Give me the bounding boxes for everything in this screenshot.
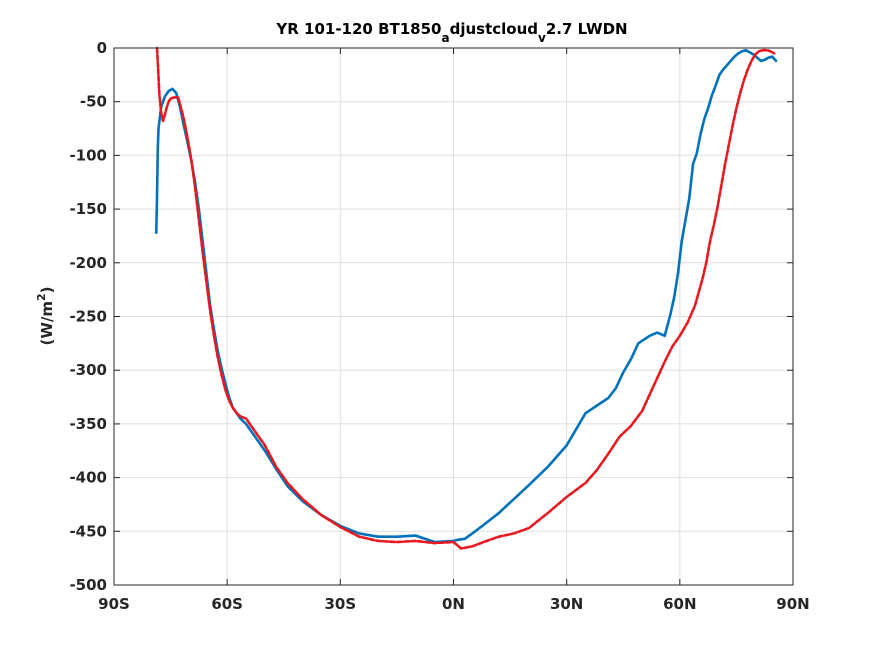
chart-title-suffix: 2.7 LWDN xyxy=(546,20,628,38)
y-axis-label-sup: 2 xyxy=(35,293,48,301)
x-tick-label: 30N xyxy=(550,595,583,613)
chart-title-sub-a: a xyxy=(442,31,450,45)
series-layer xyxy=(154,46,778,550)
y-tick-label: -50 xyxy=(80,93,107,111)
series-line-red xyxy=(155,46,776,550)
chart-title-prefix: YR 101-120 BT1850 xyxy=(275,20,441,38)
x-tick-label: 60S xyxy=(211,595,243,613)
chart-title-mid: djustcloud xyxy=(450,20,538,38)
y-axis-label-close: ) xyxy=(38,286,56,293)
y-tick-label: -400 xyxy=(69,469,107,487)
x-tick-label: 90S xyxy=(98,595,130,613)
plot-area xyxy=(113,46,794,586)
x-tick-label: 30S xyxy=(324,595,356,613)
y-tick-label: 0 xyxy=(97,39,107,57)
chart-title-sub-v: v xyxy=(538,31,546,45)
chart-title: YR 101-120 BT1850adjustcloudv2.7 LWDN xyxy=(275,20,627,45)
x-tick-labels: 90S 60S 30S 0N 30N 60N 90N xyxy=(98,595,810,613)
x-tick-label: 60N xyxy=(663,595,696,613)
y-tick-labels: 0 -50 -100 -150 -200 -250 -300 -350 -400 -450 -500 xyxy=(69,39,107,594)
y-axis-label-main: (W/m xyxy=(38,301,56,346)
y-tick-label: -500 xyxy=(69,576,107,594)
tick-marks xyxy=(113,47,794,586)
x-tick-label: 0N xyxy=(442,595,465,613)
y-tick-label: -150 xyxy=(69,200,107,218)
y-tick-label: -350 xyxy=(69,415,107,433)
y-axis-label: (W/m2) xyxy=(35,286,56,345)
y-tick-label: -100 xyxy=(69,146,107,164)
y-tick-label: -300 xyxy=(69,361,107,379)
y-tick-label: -450 xyxy=(69,522,107,540)
y-tick-label: -200 xyxy=(69,254,107,272)
x-tick-label: 90N xyxy=(776,595,809,613)
y-tick-label: -250 xyxy=(69,308,107,326)
